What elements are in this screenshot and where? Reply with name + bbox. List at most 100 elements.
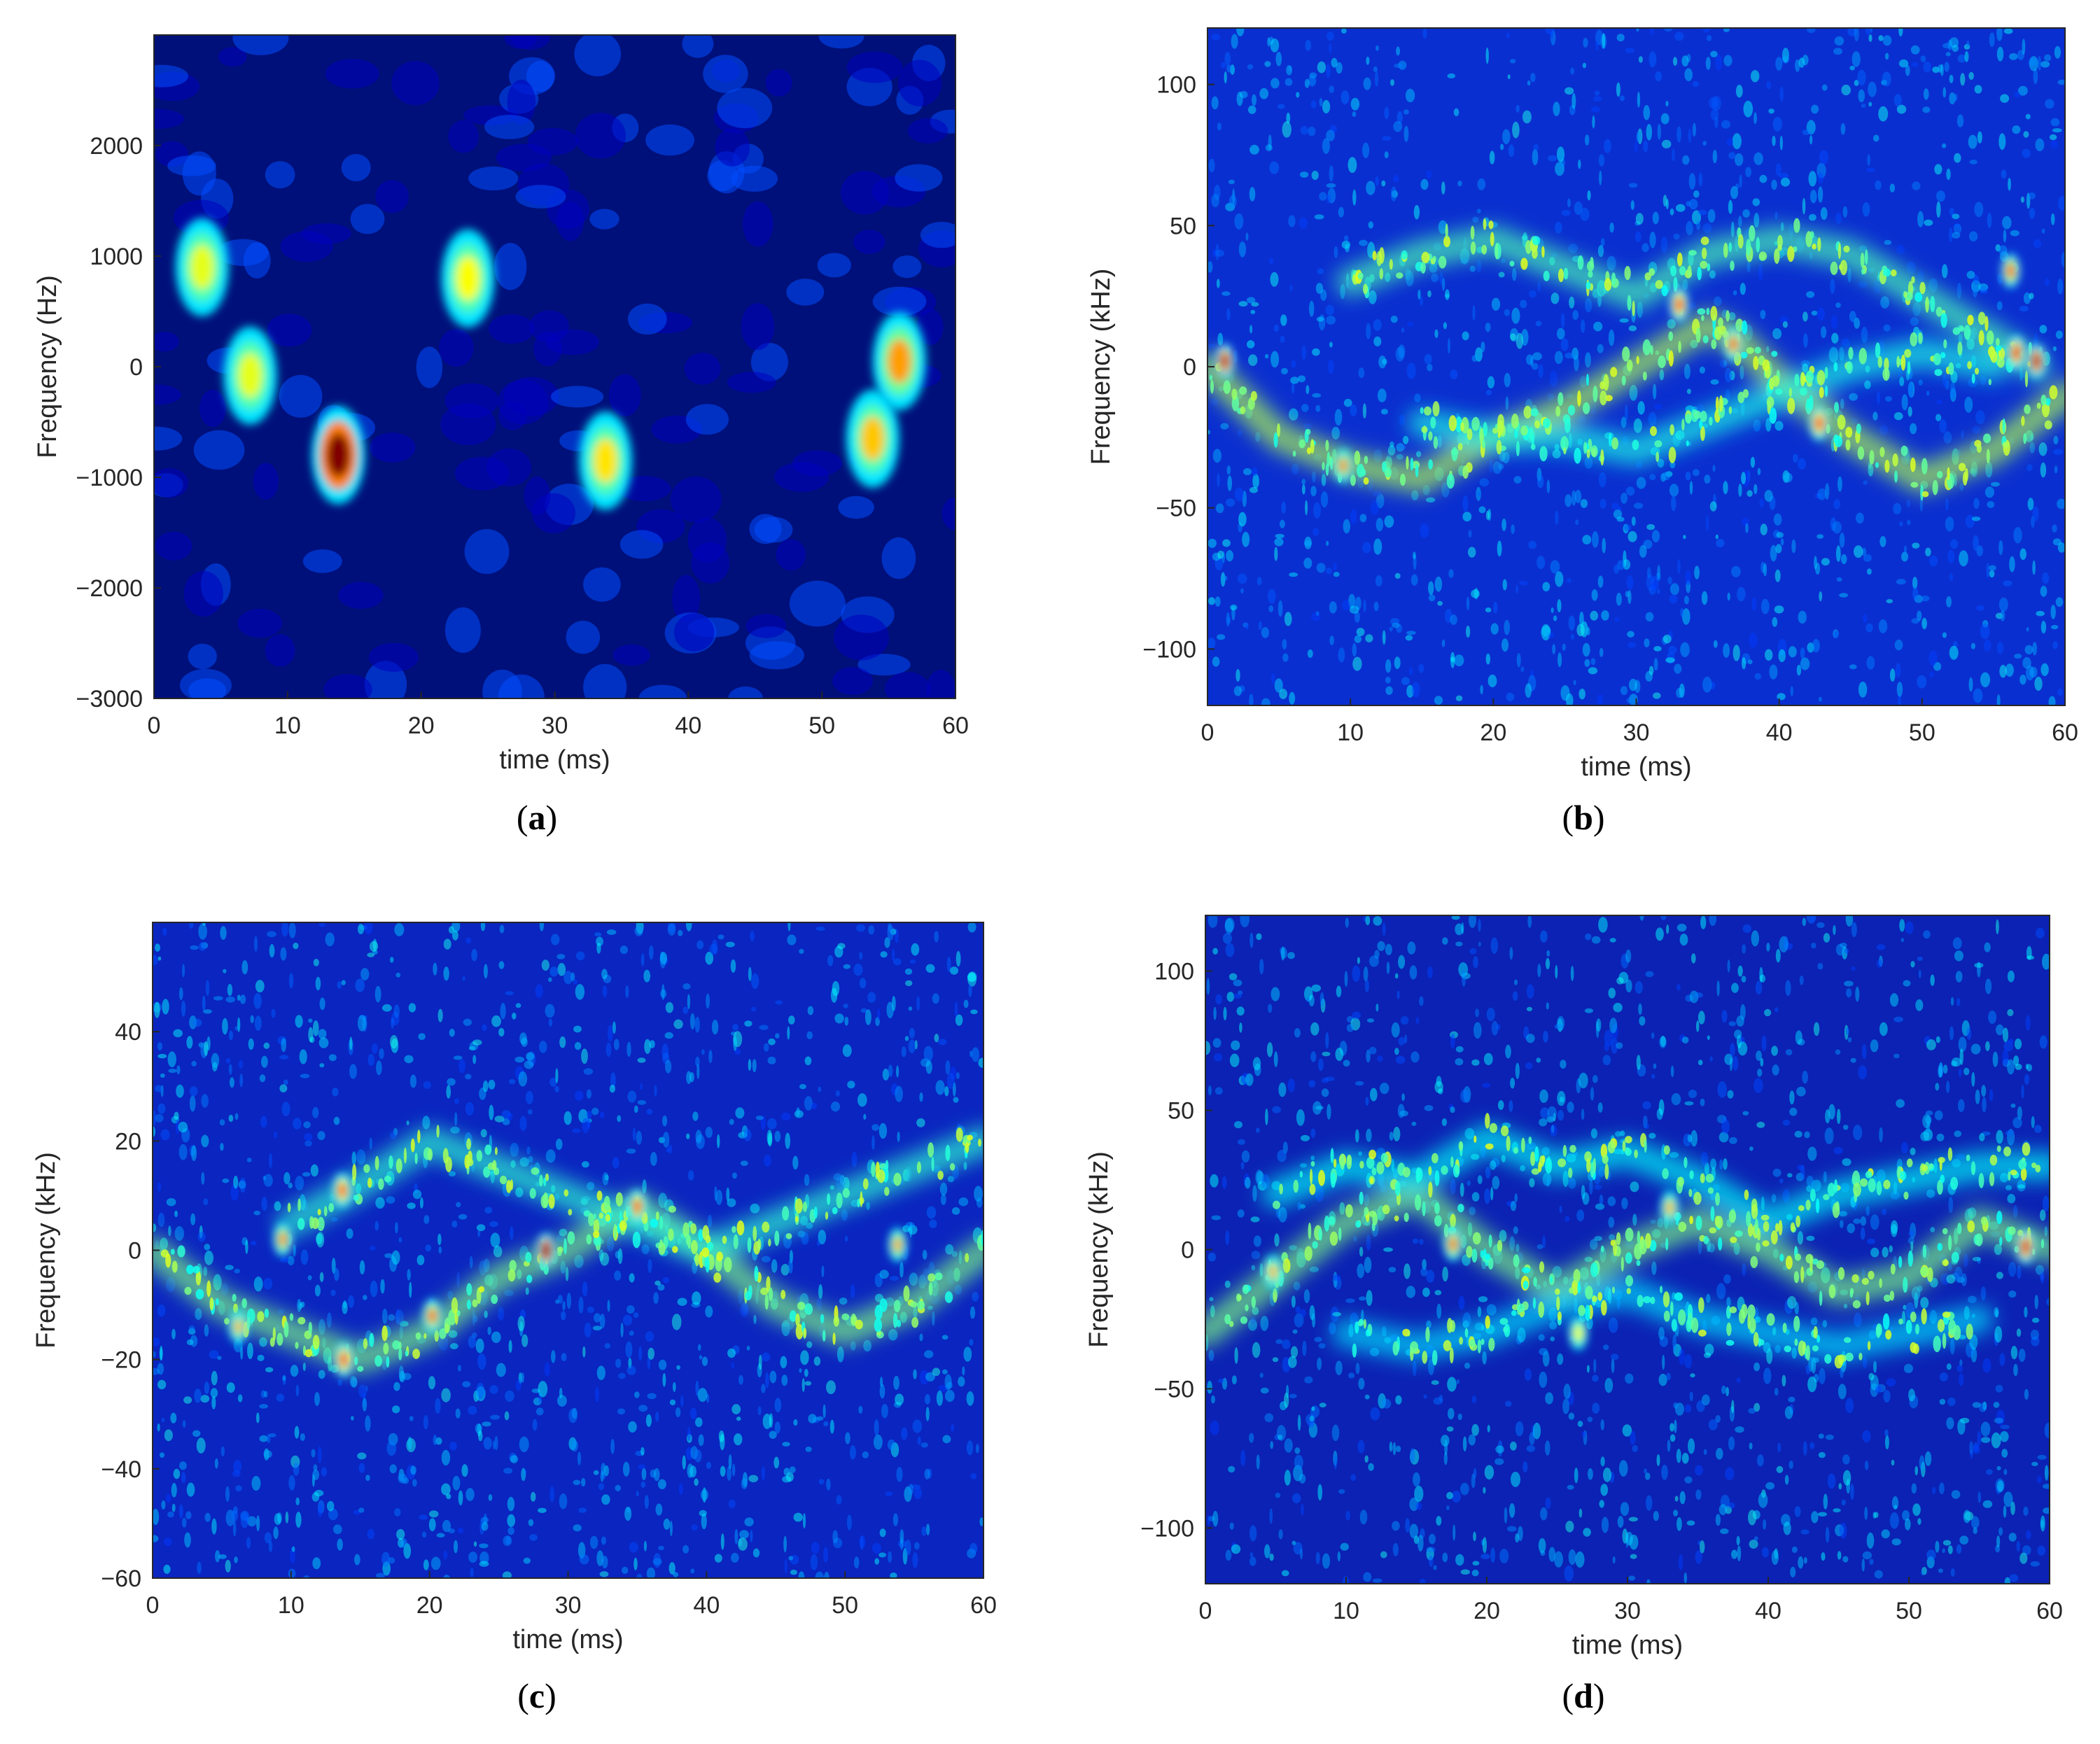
texture-speckle (1735, 153, 1744, 167)
texture-speckle (1679, 934, 1688, 946)
texture-speckle (1582, 535, 1592, 544)
texture-speckle (319, 1063, 325, 1068)
texture-speckle (596, 1365, 606, 1380)
hot-spots (229, 1173, 907, 1377)
texture-speckle (1775, 57, 1783, 71)
texture-speckle (1891, 1496, 1899, 1510)
texture-speckle (201, 1094, 209, 1108)
texture-speckle (253, 1210, 261, 1216)
ridge-speckle (172, 1260, 178, 1273)
texture-speckle (1273, 1051, 1278, 1067)
texture-speckle (1907, 519, 1911, 526)
texture-speckle (1458, 1295, 1465, 1310)
texture-speckle (1756, 1121, 1765, 1128)
texture-speckle (210, 1388, 218, 1398)
texture-speckle (561, 1353, 567, 1362)
texture-speckle (1684, 363, 1690, 379)
ridge-speckle (184, 1286, 192, 1295)
texture-speckle (477, 1430, 483, 1442)
texture-speckle (1540, 930, 1548, 943)
texture-speckle (1375, 176, 1379, 186)
texture-speckle (1406, 631, 1416, 635)
texture-speckle (1972, 286, 1978, 297)
texture-speckle (951, 1423, 955, 1432)
texture-speckle (1723, 1158, 1728, 1170)
texture-speckle (2049, 134, 2057, 141)
texture-speckle (1954, 950, 1963, 962)
ridge-speckle (1728, 406, 1732, 414)
ridge-speckle (1940, 352, 1946, 358)
texture-speckle (276, 1393, 284, 1402)
texture-speckle (1264, 1544, 1270, 1559)
texture-speckle (386, 1196, 396, 1204)
texture-speckle (1949, 207, 1954, 216)
texture-speckle (1772, 117, 1782, 132)
hot-spot (2026, 344, 2046, 379)
texture-speckle (312, 1020, 319, 1036)
texture-speckle (1639, 915, 1644, 921)
texture-speckle (1774, 1388, 1779, 1396)
texture-speckle (1409, 965, 1418, 980)
texture-speckle (1420, 1267, 1428, 1277)
texture-speckle (1415, 451, 1422, 458)
texture-speckle (1672, 57, 1678, 66)
texture-speckle (1413, 204, 1420, 220)
texture-speckle (472, 1039, 482, 1046)
texture-speckle (615, 1484, 621, 1491)
texture-speckle (1326, 194, 1331, 204)
texture-speckle (514, 1056, 525, 1063)
texture-speckle (1679, 1491, 1686, 1505)
texture-speckle (2010, 1501, 2015, 1515)
ridge-speckle (733, 1234, 738, 1250)
ridge-speckle (620, 1220, 627, 1232)
texture-speckle (1959, 483, 1964, 491)
texture-speckle (1593, 96, 1602, 101)
texture-speckle (1981, 1437, 1991, 1443)
texture-speckle (1515, 1062, 1520, 1079)
texture-speckle (1450, 1106, 1455, 1113)
texture-speckle (237, 1394, 243, 1402)
texture-speckle (1720, 1528, 1729, 1534)
texture-speckle (1366, 1018, 1375, 1023)
texture-speckle (1248, 354, 1258, 366)
texture-speckle (1660, 236, 1668, 253)
texture-speckle (1918, 379, 1923, 386)
texture-speckle (774, 1421, 781, 1434)
texture-speckle (1516, 584, 1519, 594)
texture-speckle (1366, 56, 1370, 65)
texture-speckle (2023, 1506, 2029, 1516)
texture-speckle (532, 1419, 538, 1431)
ridge-speckle (531, 1167, 540, 1175)
texture-speckle (581, 1048, 588, 1064)
texture-speckle (1220, 423, 1229, 430)
texture-speckle (1863, 614, 1868, 623)
texture-speckle (676, 1365, 680, 1370)
texture-speckle (2039, 1035, 2047, 1049)
texture-speckle (1542, 582, 1550, 592)
texture-speckle (1876, 391, 1881, 405)
texture-speckle (1858, 281, 1868, 288)
texture-speckle (204, 1250, 214, 1265)
texture-speckle (1611, 1037, 1618, 1054)
texture-speckle (2010, 230, 2019, 237)
texture-speckle (234, 1556, 238, 1563)
texture-speckle (2045, 99, 2054, 109)
texture-speckle (969, 1542, 978, 1554)
texture-speckle (1925, 547, 1931, 557)
signal-ridge (1336, 225, 2051, 381)
texture-speckle (1626, 697, 1634, 704)
texture-speckle (1830, 279, 1835, 294)
texture-speckle (1478, 506, 1486, 514)
ridge-speckle (1632, 300, 1635, 316)
ridge-speckle (1848, 346, 1854, 360)
texture-speckle (1861, 326, 1868, 344)
ridge-speckle (874, 1318, 883, 1332)
panel-caption-letter: c (529, 1676, 545, 1715)
texture-speckle (1464, 1362, 1471, 1369)
texture-speckle (1373, 538, 1382, 555)
texture-speckle (729, 1118, 734, 1125)
texture-speckle (624, 1506, 632, 1521)
texture-speckle (349, 1064, 357, 1079)
texture-speckle (769, 1430, 777, 1439)
texture-speckle (1630, 200, 1634, 210)
